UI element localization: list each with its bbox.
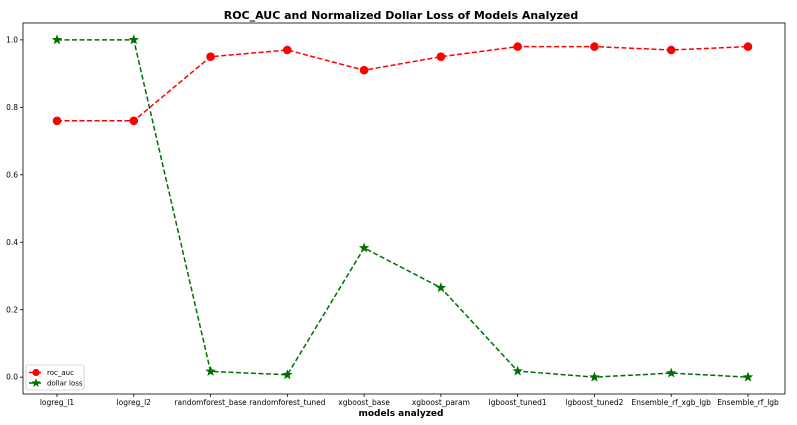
x-tick-label: xgboost_param [412, 398, 470, 407]
x-tick-label: Ensemble_rf_xgb_lgb [632, 398, 712, 407]
x-tick-label: logreg_l2 [117, 398, 152, 407]
data-point-roc-auc [206, 52, 215, 62]
data-point-dollar-loss [435, 282, 447, 293]
data-point-roc-auc [666, 45, 676, 55]
data-point-roc-auc [52, 116, 62, 126]
data-point-roc-auc [436, 52, 446, 62]
legend-marker-roc-auc [32, 368, 40, 377]
y-tick-label: 0.0 [6, 373, 18, 382]
y-tick-label: 0.6 [6, 170, 18, 179]
y-tick-label: 0.2 [6, 305, 18, 314]
data-point-dollar-loss [665, 367, 677, 378]
y-tick-label: 0.4 [6, 238, 18, 247]
x-tick-label: lgboost_tuned1 [489, 398, 547, 407]
data-point-dollar-loss [205, 365, 216, 376]
data-point-dollar-loss [589, 371, 600, 382]
legend-label-dollar-loss: dollar loss [47, 379, 83, 387]
x-tick-label: randomforest_base [174, 398, 247, 407]
y-tick-label: 0.8 [6, 103, 18, 112]
data-point-roc-auc [743, 42, 753, 51]
series-line-roc-auc [57, 45, 749, 122]
series-line-dollar-loss [57, 39, 749, 378]
y-axis: 0.0 0.2 0.4 0.6 0.8 1.0 [6, 35, 23, 382]
data-point-roc-auc [283, 45, 292, 55]
data-point-dollar-loss [742, 371, 754, 382]
data-point-roc-auc [129, 116, 139, 126]
y-tick-label: 1.0 [6, 35, 18, 44]
data-point-dollar-loss [358, 242, 370, 253]
series-layer [51, 34, 754, 382]
data-point-dollar-loss [512, 365, 523, 376]
data-point-roc-auc [359, 65, 369, 75]
legend-label-roc-auc: roc_auc [47, 369, 74, 377]
data-point-roc-auc [590, 42, 599, 51]
x-tick-label: Ensemble_rf_lgb [717, 398, 779, 407]
plot-area [22, 22, 786, 395]
series-dollar-loss [51, 34, 754, 382]
data-point-dollar-loss [51, 34, 63, 45]
legend-marker-dollar-loss [31, 378, 41, 387]
data-point-dollar-loss [128, 34, 140, 45]
x-axis-label: models analyzed [359, 409, 444, 419]
data-point-roc-auc [513, 42, 522, 51]
x-tick-label: xgboost_base [338, 398, 390, 407]
data-point-dollar-loss [282, 369, 293, 380]
x-tick-label: lgboost_tuned2 [565, 398, 623, 407]
chart-title: ROC_AUC and Normalized Dollar Loss of Mo… [224, 9, 579, 22]
x-axis: logreg_l1 logreg_l2 randomforest_base rando… [40, 394, 779, 407]
x-tick-label: logreg_l1 [40, 398, 75, 407]
x-tick-label: randomforest_tuned [249, 398, 326, 407]
series-roc-auc [52, 42, 753, 126]
